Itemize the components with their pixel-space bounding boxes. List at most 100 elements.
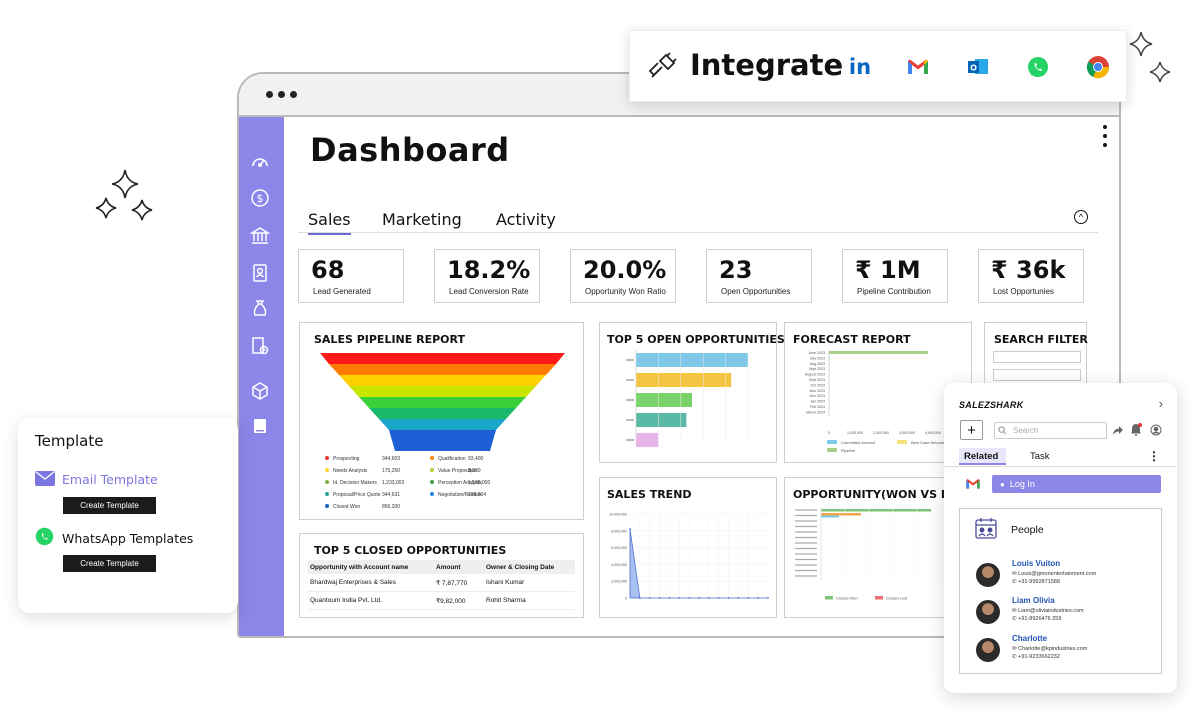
kpi-card[interactable]: 23 Open Opportunities: [706, 249, 812, 303]
kpi-label: Lead Generated: [313, 287, 371, 296]
legend-swatch: [827, 440, 837, 444]
legend-swatch: [875, 596, 883, 600]
window-dots-icon[interactable]: [266, 91, 297, 98]
search-icon: [998, 426, 1007, 435]
tab-sales[interactable]: Sales: [308, 210, 351, 235]
email-template-link[interactable]: Email Template: [62, 472, 158, 487]
tab-task[interactable]: Task: [1030, 451, 1050, 462]
data-point: [767, 597, 769, 599]
notification-bell-icon[interactable]: [1130, 423, 1142, 436]
chrome-icon[interactable]: [1086, 55, 1110, 79]
sales-trend-panel: SALES TREND 0 2,000,000 4,000,000 6,000,000…: [599, 477, 777, 618]
login-button[interactable]: ● Log In: [992, 475, 1161, 493]
share-icon[interactable]: [1112, 425, 1124, 436]
legend-item: Closed Won: [836, 596, 858, 601]
kpi-card[interactable]: 68 Lead Generated: [298, 249, 404, 303]
contacts-icon[interactable]: [249, 262, 271, 284]
kpi-label: Opportunity Won Ratio: [585, 287, 666, 296]
bar: [636, 433, 659, 447]
email-icon: [35, 471, 55, 486]
table-row[interactable]: Bhardwaj Enterprises & Sales ₹ 7,87,770 …: [308, 574, 575, 592]
tick-label: March 2024: [806, 410, 825, 414]
dashboard-window: $ Dashboard Sales Marketing Activity ^: [237, 72, 1121, 638]
tab-related[interactable]: Related: [964, 451, 999, 462]
user-icon[interactable]: [1150, 424, 1162, 436]
table-cell: Bhardwaj Enterprises & Sales: [310, 579, 396, 586]
dashboard-tabs: Sales Marketing Activity ^: [298, 207, 1098, 235]
tab-activity[interactable]: Activity: [496, 210, 556, 229]
salezshark-logo: SALEZSHARK: [959, 400, 1024, 410]
data-point: [629, 528, 631, 531]
chevron-up-icon[interactable]: ^: [1074, 210, 1088, 224]
top5-closed-panel: TOP 5 CLOSED OPPORTUNITIES Opportunity w…: [299, 533, 584, 618]
legend-item: Id. Decision Makers 1,233,003: [325, 480, 404, 486]
contact-name[interactable]: Liam Olivia: [1012, 596, 1055, 605]
funnel-band: [369, 408, 516, 419]
kpi-card[interactable]: 20.0% Opportunity Won Ratio: [570, 249, 676, 303]
divider: [944, 466, 1177, 467]
kpi-value: 20.0%: [583, 256, 667, 284]
data-point: [727, 597, 730, 599]
kpi-card[interactable]: ₹ 1M Pipeline Contribution: [842, 249, 948, 303]
bar: [829, 356, 830, 360]
book-icon[interactable]: [249, 415, 271, 437]
legend-swatch: [827, 448, 837, 452]
panel-title: FORECAST REPORT: [793, 333, 911, 346]
contact-name[interactable]: Louis Vuiton: [1012, 559, 1061, 568]
table-cell: Quantoum India Pvt. Ltd.: [310, 597, 382, 604]
create-email-template-button[interactable]: Create Template: [63, 497, 156, 514]
closed-table: Opportunity with Account name Amount Own…: [308, 560, 575, 610]
column-header: Amount: [436, 563, 461, 571]
search-input[interactable]: Search: [994, 422, 1107, 439]
login-label: Log In: [1009, 479, 1035, 489]
sparkle-icon: [1129, 31, 1171, 83]
bar: [821, 509, 931, 512]
tick-label: August 2023: [805, 373, 825, 377]
data-point: [688, 597, 691, 599]
money-bag-icon[interactable]: [249, 297, 271, 319]
legend-item: Closed Won 856,200: [325, 504, 400, 510]
panel-title: SALES TREND: [607, 488, 692, 501]
bar: [821, 513, 861, 516]
table-row[interactable]: Quantoum India Pvt. Ltd. ₹9,82,000 Rohit…: [308, 592, 575, 610]
contact-name[interactable]: Charlotte: [1012, 634, 1048, 643]
tick-label: Aug 2023: [810, 362, 825, 366]
outlook-icon[interactable]: O: [966, 55, 990, 79]
box-icon[interactable]: [249, 380, 271, 402]
filter-input[interactable]: [993, 369, 1081, 381]
whatsapp-icon[interactable]: [1026, 55, 1050, 79]
tab-marketing[interactable]: Marketing: [382, 210, 462, 229]
data-point: [717, 597, 720, 599]
kpi-card[interactable]: ₹ 36k Lost Opportunies: [978, 249, 1084, 303]
linkedin-icon[interactable]: in: [848, 55, 872, 79]
table-cell: ₹9,82,000: [436, 597, 466, 605]
kpi-card[interactable]: 18.2% Lead Conversion Rate: [434, 249, 540, 303]
contact-phone: ✆ +91-9233662232: [1012, 654, 1060, 660]
report-icon[interactable]: [249, 335, 271, 357]
chevron-right-icon[interactable]: ›: [1158, 396, 1163, 411]
create-whatsapp-template-button[interactable]: Create Template: [63, 555, 156, 572]
data-point: [757, 597, 760, 599]
tick-label: 0: [625, 597, 627, 601]
table-cell: ₹ 7,87,770: [436, 579, 468, 587]
table-header: Opportunity with Account name Amount Own…: [308, 560, 575, 574]
tick-label: 1,000,000: [847, 431, 863, 435]
plug-icon: [648, 52, 677, 78]
more-options-icon[interactable]: ⋮: [1148, 449, 1160, 463]
dashboard-gauge-icon[interactable]: [249, 151, 271, 173]
tick-label: 4,000,000: [611, 563, 627, 567]
dollar-icon[interactable]: $: [249, 187, 271, 209]
contact-email: ✉ Louis@gmonentertainment.com: [1012, 571, 1097, 577]
dashboard-content: Dashboard Sales Marketing Activity ^ 68 …: [284, 117, 1119, 636]
filter-input[interactable]: [993, 351, 1081, 363]
whatsapp-template-link[interactable]: WhatsApp Templates: [62, 531, 194, 546]
more-options-icon[interactable]: [1103, 125, 1107, 147]
tick-label: June 2023: [808, 351, 825, 355]
data-point: [698, 597, 700, 599]
user-icon: ●: [1000, 479, 1005, 489]
bank-icon[interactable]: [249, 225, 271, 247]
funnel-band: [359, 397, 526, 408]
add-button[interactable]: +: [960, 420, 983, 440]
gmail-icon[interactable]: [906, 55, 930, 79]
